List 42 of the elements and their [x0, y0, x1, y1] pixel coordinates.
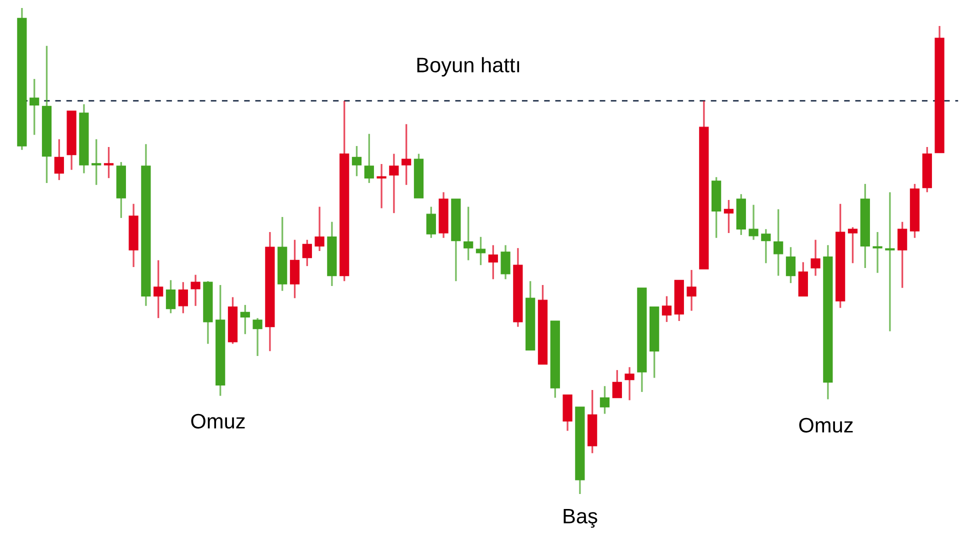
candlestick — [376, 163, 386, 210]
candlestick — [624, 366, 634, 402]
candlestick — [686, 269, 696, 312]
ref-line-label: Boyun hattı — [417, 57, 520, 77]
candlestick — [154, 259, 164, 319]
candlestick — [104, 146, 114, 179]
candlestick — [92, 138, 102, 186]
candlestick — [178, 281, 188, 314]
candlestick — [30, 78, 40, 136]
text: Baş — [564, 508, 598, 528]
candlestick — [314, 206, 324, 252]
candlestick — [190, 274, 200, 307]
candlestick — [662, 295, 672, 323]
candlestick — [848, 226, 858, 264]
candlestick — [761, 228, 771, 264]
candlestick — [898, 221, 908, 289]
candlestick — [302, 238, 312, 267]
candlestick — [166, 279, 176, 314]
candlestick — [290, 238, 300, 299]
candlestick — [476, 236, 486, 266]
annotation: Omuz — [191, 414, 245, 429]
candlestick — [402, 123, 412, 186]
candlestick — [364, 133, 374, 184]
candlestick — [389, 152, 399, 214]
candlestick — [748, 204, 758, 241]
candlestick — [54, 138, 64, 181]
candlestick — [786, 246, 796, 284]
candlestick — [252, 317, 262, 357]
annotation: Omuz — [799, 418, 853, 433]
candlestick — [600, 385, 610, 415]
candlestick — [810, 238, 820, 277]
candlestick — [240, 304, 250, 335]
candlestick — [612, 369, 622, 399]
candlestick — [724, 199, 734, 234]
candlestick — [464, 206, 474, 262]
candlestick — [500, 244, 510, 280]
candlestick — [885, 191, 895, 332]
candlestick — [872, 231, 882, 274]
candlestick — [488, 244, 498, 280]
candlestick — [774, 208, 784, 277]
candlestick — [352, 145, 362, 177]
candlestick — [426, 206, 436, 239]
